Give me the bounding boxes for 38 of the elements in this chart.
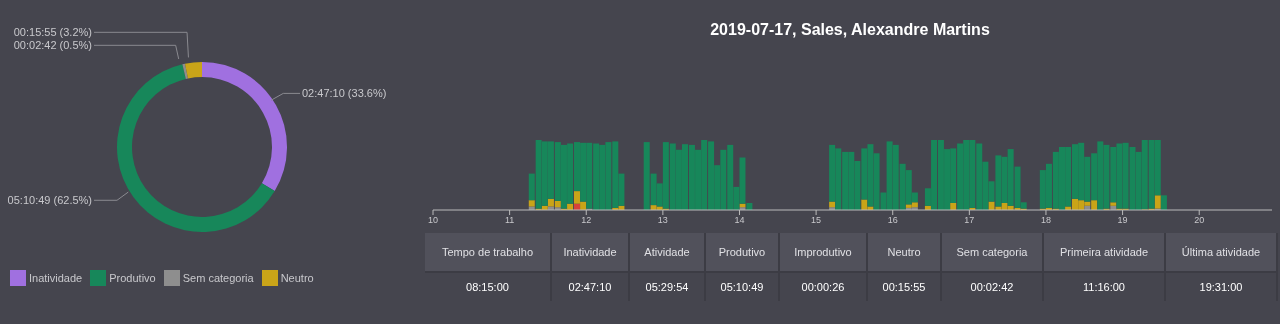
category-label: Tempo de trabalho <box>425 233 552 273</box>
legend-label: Sem categoria <box>182 272 254 284</box>
text: 00:15:55 <box>882 281 926 293</box>
text: 05:10:49 <box>720 281 764 293</box>
category-label: Produtivo <box>706 233 780 273</box>
x-tick-label: 18 <box>1040 215 1051 226</box>
text: 11:16:00 <box>1082 281 1125 293</box>
x-tick-label: 15 <box>811 215 822 226</box>
x-tick-label: 10 <box>427 215 439 226</box>
chart-title: 2019-07-17, Sales, Alexandre Martins <box>709 21 991 39</box>
data-label: 00:02:42 (0.5%) <box>13 39 92 52</box>
x-tick-label: 12 <box>581 215 592 226</box>
legend-label: Produtivo <box>109 272 156 284</box>
category-label: Primeira atividade <box>1044 233 1166 273</box>
text: 08:15:00 <box>466 281 509 293</box>
data-label: 02:47:10 (33.6%) <box>302 87 387 100</box>
legend-label: Neutro <box>280 272 314 284</box>
legend-label: Inatividade <box>29 272 83 284</box>
category-label: Inatividade <box>552 233 630 273</box>
text: 00:00:26 <box>801 281 845 293</box>
text: 02:47:10 <box>568 281 612 293</box>
text: 05:29:54 <box>645 281 689 293</box>
x-tick-label: 20 <box>1194 215 1205 226</box>
category-label: Sem categoria <box>942 233 1044 273</box>
data-label: 05:10:49 (62.5%) <box>7 194 92 207</box>
category-label: Neutro <box>868 233 942 273</box>
category-label: Improdutivo <box>780 233 868 273</box>
category-label: Atividade <box>630 233 706 273</box>
x-tick-label: 16 <box>887 215 898 226</box>
data-label: 00:15:55 (3.2%) <box>13 26 92 39</box>
text: 19:31:00 <box>1199 281 1243 293</box>
category-label: Última atividade <box>1166 233 1278 273</box>
x-tick-label: 17 <box>964 215 975 226</box>
x-tick-label: 11 <box>504 215 515 226</box>
x-tick-label: 14 <box>734 215 745 226</box>
x-tick-label: 13 <box>657 215 668 226</box>
text: 00:02:42 <box>970 281 1014 293</box>
x-tick-label: 19 <box>1117 215 1128 226</box>
